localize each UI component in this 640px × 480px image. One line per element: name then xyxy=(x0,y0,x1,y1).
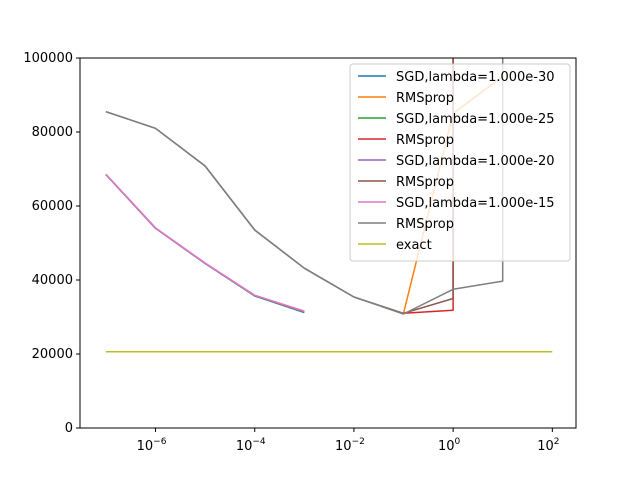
y-tick-label: 20000 xyxy=(32,347,73,362)
y-tick-label: 60000 xyxy=(32,199,73,214)
legend-label: RMSprop xyxy=(396,175,454,190)
legend-label: SGD,lambda=1.000e-30 xyxy=(396,70,555,85)
y-tick-label: 0 xyxy=(65,421,73,436)
legend-label: SGD,lambda=1.000e-15 xyxy=(396,196,555,211)
x-tick-label: 10−6 xyxy=(137,437,167,454)
series-line-7 xyxy=(105,173,305,312)
legend-label: exact xyxy=(396,238,432,253)
x-tick-label: 100 xyxy=(438,437,461,454)
legend-label: RMSprop xyxy=(396,91,454,106)
y-tick-label: 100000 xyxy=(23,51,73,66)
legend-label: SGD,lambda=1.000e-20 xyxy=(396,154,555,169)
legend-label: RMSprop xyxy=(396,133,454,148)
x-tick-label: 10−4 xyxy=(236,437,266,454)
y-tick-label: 80000 xyxy=(32,125,73,140)
series-line-8 xyxy=(105,58,504,315)
plot-frame xyxy=(79,57,577,429)
legend-label: RMSprop xyxy=(396,217,454,232)
axis-layer: 0 20000 40000 60000 80000 100000 10−6 10−4 10−2 1… xyxy=(23,51,559,454)
x-tick-label: 102 xyxy=(537,437,559,454)
x-tick-label: 10−2 xyxy=(335,437,365,454)
legend-box xyxy=(349,63,571,262)
legend: SGD,lambda=1.000e-30 RMSprop SGD,lambda=1.… xyxy=(349,63,571,262)
y-tick-label: 40000 xyxy=(32,273,73,288)
legend-label: SGD,lambda=1.000e-25 xyxy=(396,112,555,127)
